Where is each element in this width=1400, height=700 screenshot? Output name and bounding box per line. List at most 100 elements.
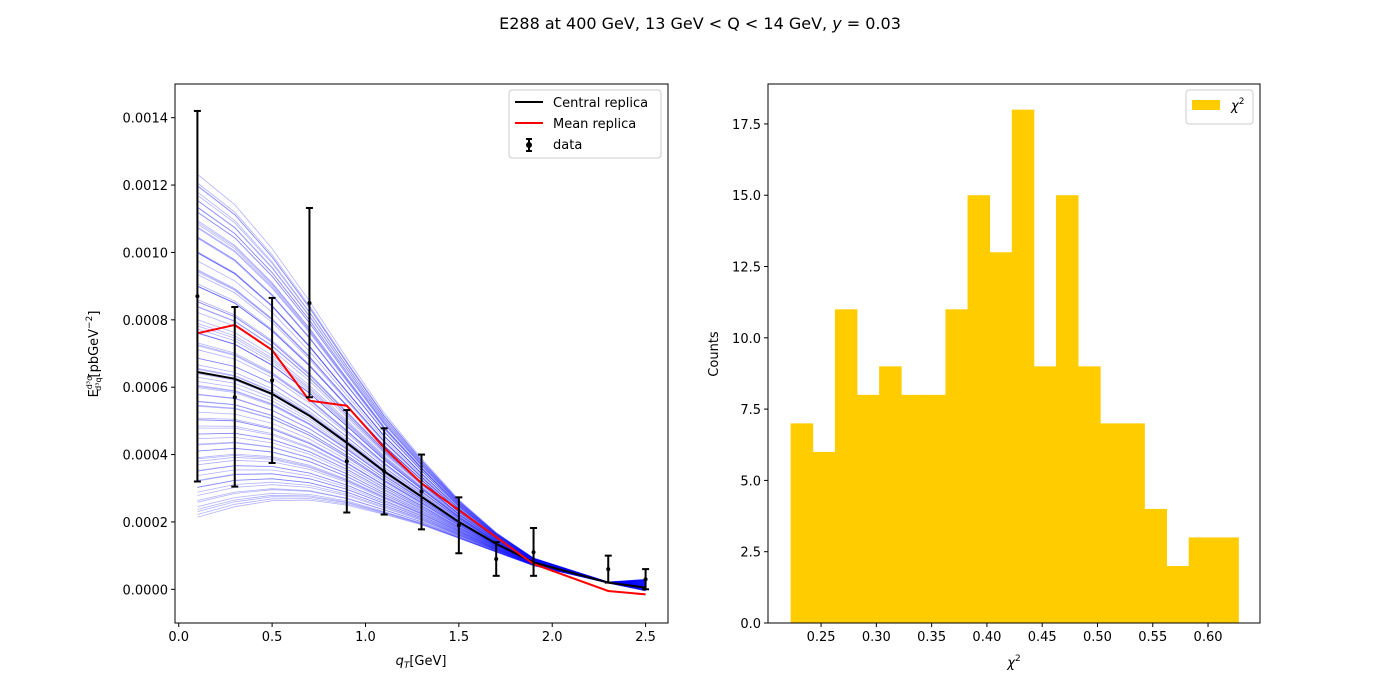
- data-point: [530, 527, 538, 577]
- qt-distribution-chart: 0.0 0.5 1.0 1.5 2.0 2.5 0.00000.00020.00040.0…: [85, 83, 669, 671]
- replica-line: [197, 306, 646, 585]
- histogram-bar: [879, 366, 902, 623]
- data-point: [380, 427, 388, 516]
- histogram-bars: [790, 109, 1239, 624]
- replica-line: [197, 447, 646, 589]
- x-tick-label: 2.0: [542, 630, 563, 645]
- y-tick-label: 10.0: [732, 332, 761, 347]
- data-point: [305, 206, 313, 399]
- y-tick-label: 12.5: [732, 261, 761, 276]
- replica-line: [197, 441, 646, 589]
- replica-line: [197, 237, 646, 583]
- replica-line: [197, 270, 646, 583]
- central-replica-line: [197, 371, 646, 589]
- histogram-bar: [1188, 537, 1212, 623]
- y-tick-label: 0.0012: [123, 179, 169, 194]
- histogram-bar: [1033, 366, 1057, 623]
- histogram-bar: [945, 309, 968, 623]
- replica-line: [197, 191, 646, 583]
- histogram-bar: [1144, 508, 1167, 623]
- histogram-bar: [1122, 423, 1145, 623]
- histogram-bar: [923, 394, 946, 623]
- y-tick-label: 7.5: [740, 403, 761, 418]
- right-x-axis-label: χ2: [1006, 654, 1020, 671]
- y-tick-label: 0.0002: [123, 516, 169, 531]
- replica-line: [197, 252, 646, 583]
- replica-line: [197, 219, 646, 583]
- replica-line: [197, 453, 646, 590]
- x-tick-label: 0.40: [972, 630, 1001, 645]
- x-tick-label: 0.0: [168, 630, 189, 645]
- replica-line: [197, 226, 646, 583]
- left-x-ticks: 0.0 0.5 1.0 1.5 2.0 2.5: [168, 623, 656, 645]
- replica-line: [197, 454, 646, 590]
- replica-line: [197, 211, 646, 583]
- replica-line: [197, 194, 646, 583]
- x-tick-label: 0.50: [1083, 630, 1112, 645]
- replica-line: [197, 260, 646, 583]
- legend-swatch-data: [526, 138, 532, 152]
- histogram-bar: [901, 394, 924, 623]
- replica-line: [197, 271, 646, 583]
- legend-swatch-chi2: [1192, 100, 1220, 110]
- y-tick-label: 15.0: [732, 189, 761, 204]
- left-y-ticks: 0.0000 0.0002 0.0004 0.0006 0.0008 0.0010 0.00…: [123, 112, 175, 598]
- legend-label-central: Central replica: [553, 96, 648, 111]
- x-tick-label: 0.35: [917, 630, 946, 645]
- replica-line: [197, 269, 646, 583]
- replica-line: [197, 199, 646, 583]
- replica-line: [197, 286, 646, 584]
- x-tick-label: 2.5: [635, 630, 656, 645]
- left-y-axis-label: Ed³σd³q[pbGeV−2]: [85, 311, 103, 398]
- replica-line: [197, 200, 646, 583]
- replica-line: [197, 442, 646, 589]
- figure-title: E288 at 400 GeV, 13 GeV < Q < 14 GeV, y …: [499, 14, 901, 33]
- data-point: [418, 453, 425, 531]
- data-point: [604, 554, 612, 584]
- replica-line: [197, 251, 646, 583]
- data-point: [455, 496, 463, 555]
- replica-line: [197, 285, 646, 584]
- replica-line: [197, 432, 646, 589]
- histogram-bar: [967, 195, 991, 623]
- histogram-bar: [857, 394, 880, 623]
- replica-line: [197, 274, 646, 583]
- data-point: [492, 541, 500, 577]
- x-tick-label: 1.5: [449, 630, 470, 645]
- left-legend: Central replica Mean replica data: [508, 89, 662, 159]
- replica-line: [197, 206, 646, 583]
- y-tick-label: 0.0014: [123, 112, 169, 127]
- legend-label-data: data: [553, 138, 582, 153]
- y-tick-label: 0.0: [740, 617, 761, 632]
- left-x-axis-label: qT[GeV]: [396, 654, 447, 671]
- data-point: [193, 109, 201, 483]
- replica-line: [197, 182, 646, 583]
- histogram-bar: [1100, 423, 1123, 623]
- left-plot-frame: [174, 83, 669, 624]
- data-point: [231, 306, 239, 488]
- right-legend: χ2: [1185, 89, 1254, 125]
- data-points: [193, 109, 650, 591]
- x-tick-label: 0.25: [807, 630, 836, 645]
- replica-line: [197, 432, 646, 589]
- replica-line: [197, 173, 646, 583]
- data-point: [268, 296, 276, 464]
- replica-line: [197, 312, 646, 584]
- data-point: [343, 409, 351, 514]
- right-x-ticks: 0.25 0.30 0.35 0.40 0.45 0.50 0.55 0.60: [807, 623, 1223, 645]
- y-tick-label: 5.0: [740, 474, 761, 489]
- x-tick-label: 0.60: [1194, 630, 1223, 645]
- x-tick-label: 0.30: [862, 630, 891, 645]
- histogram-bar: [1056, 195, 1079, 623]
- histogram-bar: [989, 252, 1013, 623]
- replica-line: [197, 306, 646, 584]
- histogram-bar: [1210, 537, 1239, 623]
- legend-label-mean: Mean replica: [553, 117, 636, 132]
- replica-line: [197, 252, 646, 583]
- mean-replica-line: [197, 323, 646, 596]
- x-tick-label: 0.55: [1138, 630, 1167, 645]
- data-point: [642, 568, 650, 591]
- x-tick-label: 1.0: [355, 630, 376, 645]
- histogram-bar: [834, 309, 858, 623]
